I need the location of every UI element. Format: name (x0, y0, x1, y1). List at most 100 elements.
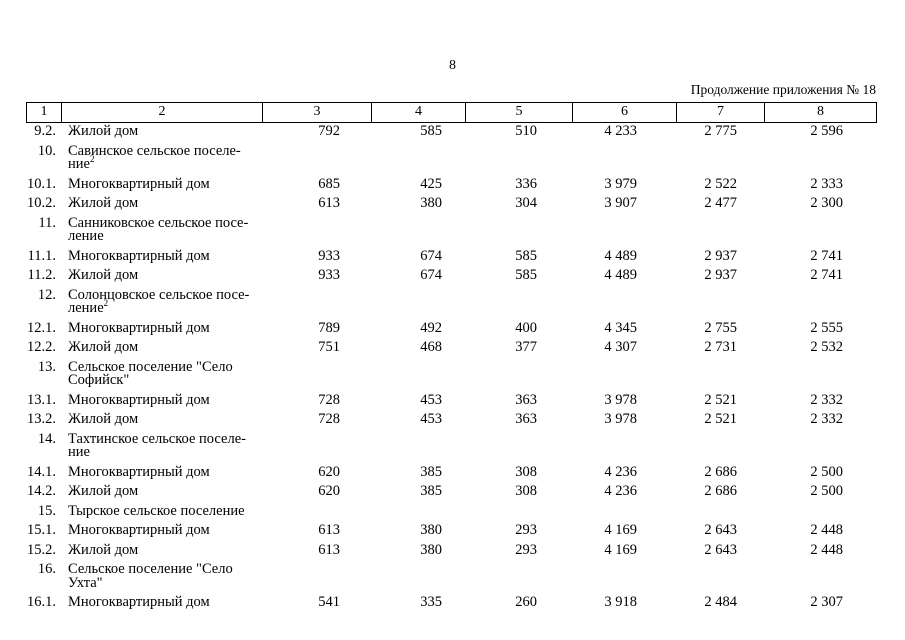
row-name-line: Сельское поселение "Село (68, 359, 263, 375)
row-value-col7 (677, 433, 765, 460)
row-name-line: Жилой дом (68, 340, 263, 355)
row-value-col6 (573, 217, 677, 244)
row-name: Жилой дом (56, 412, 263, 427)
table-row: 10. Савинское сельское поселе-ние2 (0, 142, 877, 175)
row-value-col8: 2 448 (810, 522, 843, 538)
row-name: Жилой дом (56, 542, 263, 558)
row-value-col6: 4 233 (604, 123, 637, 139)
row-value-col6 (573, 433, 677, 460)
row-value-col4: 674 (420, 267, 442, 283)
header-cell-8: 8 (817, 104, 824, 119)
row-value-col4: 385 (420, 463, 442, 480)
row-name-text: Солонцовское сельское посе- (68, 286, 250, 303)
row-value-col3 (263, 217, 372, 244)
row-value-col5: 363 (515, 411, 537, 427)
row-name-text: Жилой дом (68, 195, 139, 211)
row-value-col7 (677, 563, 765, 590)
row-number: 11.1. (27, 247, 56, 264)
row-value-col3 (263, 289, 372, 316)
row-name-line: Жилой дом (68, 483, 263, 499)
row-name-text: Савинское сельское поселе- (68, 142, 241, 159)
row-value-col3: 613 (318, 195, 340, 211)
row-value-col6: 4 307 (604, 339, 637, 355)
row-name-line: Тырское сельское поселение (68, 503, 263, 519)
row-name-line: Жилой дом (68, 124, 263, 139)
row-value-col6: 4 169 (604, 522, 637, 538)
row-value-col5 (466, 289, 573, 316)
table-row: 16. Сельское поселение "Село Ухта" (0, 560, 877, 593)
row-name: Савинское сельское поселе-ние2 (56, 142, 263, 172)
row-value-col7: 2 731 (704, 339, 737, 355)
row-name-line: Многоквартирный дом (68, 319, 263, 336)
row-value-col8 (765, 563, 877, 590)
row-number: 10.1. (27, 175, 56, 192)
row-name-text: Многоквартирный дом (68, 247, 210, 264)
header-cell-3: 3 (263, 103, 372, 122)
row-name-line: Многоквартирный дом (68, 523, 263, 538)
row-value-col7: 2 775 (704, 123, 737, 139)
row-value-col4: 453 (420, 391, 442, 408)
row-value-col7: 2 643 (704, 522, 737, 538)
row-number: 14.1. (27, 463, 56, 480)
row-value-col8: 2 555 (810, 319, 843, 336)
row-value-col5: 308 (515, 463, 537, 480)
row-value-col5: 400 (515, 319, 537, 336)
row-name-text: Многоквартирный дом (68, 594, 210, 610)
row-value-col4: 335 (420, 594, 442, 610)
row-number: 15.2. (27, 541, 56, 558)
row-name-line: Ухта" (68, 575, 263, 591)
row-value-col3: 728 (318, 411, 340, 427)
row-name-text: Жилой дом (68, 483, 139, 499)
row-name-line: Санниковское сельское посе- (68, 215, 263, 231)
row-name-line: Многоквартирный дом (68, 594, 263, 610)
row-value-col7 (677, 505, 765, 519)
row-name-text: ление (68, 300, 104, 316)
row-value-col4: 385 (420, 483, 442, 499)
row-value-col8: 2 532 (810, 339, 843, 355)
row-value-col8 (765, 505, 877, 519)
table-row: 13. Сельское поселение "Село Софийск" (0, 358, 877, 391)
row-value-col7: 2 521 (704, 391, 737, 408)
row-value-col8: 2 333 (810, 175, 843, 192)
row-value-col6: 4 236 (604, 483, 637, 499)
table-row: 13.2. Жилой дом 728 453 363 3 978 2 521 2 332 (0, 410, 877, 430)
row-number: 13.1. (27, 391, 56, 408)
row-value-col8 (765, 217, 877, 244)
table-row: 14.1. Многоквартирный дом 620 385 308 4 236 2 … (0, 463, 877, 483)
row-name: Тырское сельское поселение (56, 503, 263, 519)
row-value-col7: 2 522 (704, 175, 737, 192)
row-name-line: Софийск" (68, 373, 263, 388)
row-value-col7: 2 484 (704, 594, 737, 610)
row-name-text: Многоквартирный дом (68, 319, 210, 336)
row-value-col6: 3 918 (604, 594, 637, 610)
row-value-col7 (677, 361, 765, 388)
row-name-line: Солонцовское сельское посе- (68, 286, 263, 303)
row-value-col5: 510 (515, 123, 537, 139)
row-value-col8: 2 332 (810, 391, 843, 408)
row-value-col5: 585 (515, 267, 537, 283)
row-name: Многоквартирный дом (56, 464, 263, 480)
header-cell-2: 2 (62, 103, 263, 122)
row-value-col5: 304 (515, 195, 537, 211)
row-name-line: ление2 (68, 299, 263, 316)
row-value-col7: 2 643 (704, 541, 737, 558)
row-name-line: Савинское сельское поселе- (68, 142, 263, 159)
row-name: Жилой дом (56, 483, 263, 499)
row-number: 14.2. (27, 483, 56, 499)
row-value-col3 (263, 361, 372, 388)
row-name-line: Многоквартирный дом (68, 247, 263, 264)
row-value-col7: 2 937 (704, 267, 737, 283)
row-value-col4 (372, 433, 466, 460)
row-value-col4: 380 (420, 522, 442, 538)
row-value-col4: 425 (420, 175, 442, 192)
row-value-col8: 2 500 (810, 463, 843, 480)
row-name: Жилой дом (56, 124, 263, 139)
row-value-col6 (573, 361, 677, 388)
footnote-marker: 2 (89, 154, 95, 165)
row-number: 16.1. (27, 594, 56, 610)
table-row: 11. Санниковское сельское посе-ление (0, 214, 877, 247)
row-value-col5 (466, 505, 573, 519)
row-value-col6 (573, 289, 677, 316)
row-value-col4: 380 (420, 541, 442, 558)
